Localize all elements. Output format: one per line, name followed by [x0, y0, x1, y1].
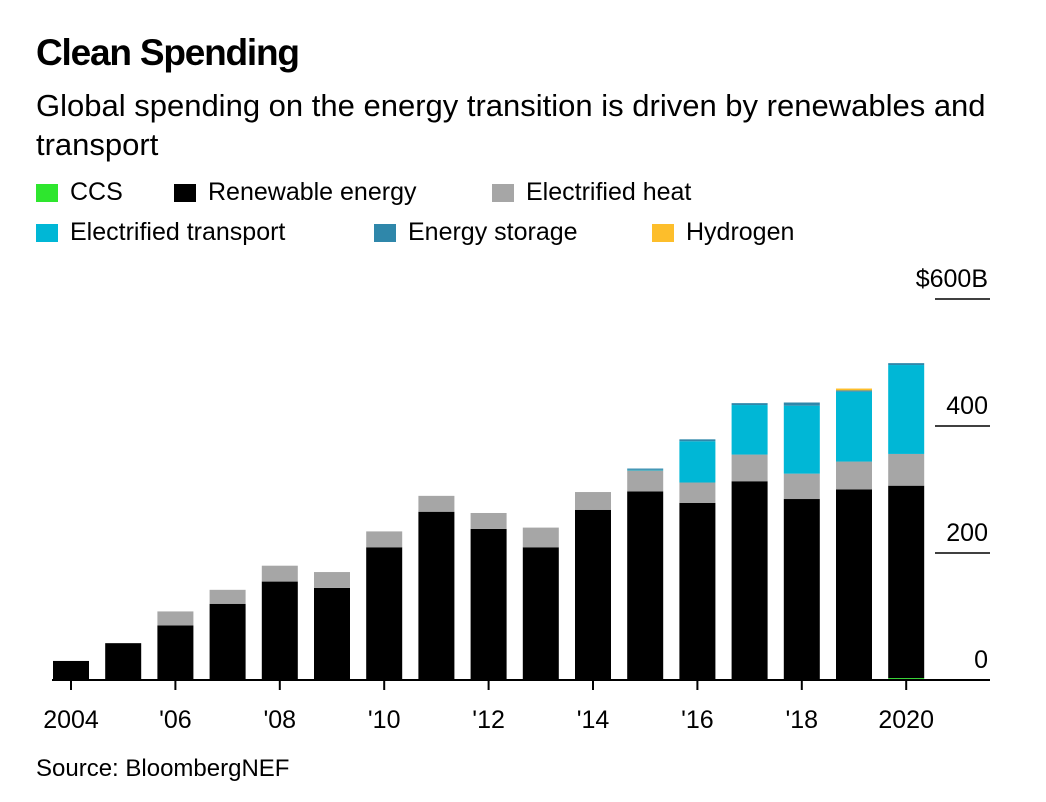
bar-electrified-transport-2017 [731, 405, 768, 455]
legend-label-electrified-heat: Electrified heat [526, 178, 692, 206]
x-tick-label-2014: '14 [577, 706, 610, 734]
x-tick-label-2020: 2020 [878, 706, 934, 734]
bar-electrified-heat-2016 [679, 482, 716, 503]
legend-swatch-ccs [36, 183, 58, 202]
bar-energy-storage-2017 [731, 403, 768, 406]
bar-electrified-transport-2019 [836, 391, 872, 462]
bar-electrified-heat-2006 [157, 611, 194, 626]
chart-title: Clean Spending [36, 32, 300, 73]
y-tick-label-0: 0 [974, 646, 988, 674]
x-tick-label-2006: '06 [159, 706, 192, 734]
bar-electrified-heat-2015 [627, 470, 664, 492]
bar-electrified-heat-2007 [209, 589, 246, 604]
bar-electrified-heat-2010 [366, 531, 403, 548]
bar-renewable-energy-2013 [522, 547, 559, 680]
legend-label-ccs: CCS [70, 178, 123, 206]
bar-electrified-heat-2008 [261, 565, 298, 582]
legend-label-electrified-transport: Electrified transport [70, 218, 286, 246]
bar-renewable-energy-2005 [105, 643, 142, 680]
legend-label-energy-storage: Energy storage [408, 218, 578, 246]
bar-renewable-energy-2009 [314, 587, 350, 680]
bar-energy-storage-2015 [627, 468, 664, 470]
bar-renewable-energy-2004 [53, 660, 89, 680]
bar-electrified-transport-2018 [783, 405, 820, 474]
x-tick-label-2012: '12 [472, 706, 505, 734]
bar-energy-storage-2019 [836, 390, 872, 392]
x-tick-label-2004: 2004 [43, 706, 99, 734]
legend-item-electrified-heat: Electrified heat [492, 178, 691, 207]
x-tick-label-2016: '16 [681, 706, 714, 734]
bar-electrified-heat-2014 [575, 492, 611, 510]
legend-item-energy-storage: Energy storage [374, 218, 578, 247]
legend-item-renewable-energy: Renewable energy [174, 178, 416, 207]
y-tick-label-200: 200 [946, 519, 988, 547]
bar-energy-storage-2016 [679, 439, 716, 442]
legend-swatch-renewable-energy [174, 183, 196, 202]
bar-renewable-energy-2008 [261, 581, 298, 680]
legend-item-hydrogen: Hydrogen [652, 218, 794, 247]
legend-label-renewable-energy: Renewable energy [208, 178, 417, 206]
bar-electrified-heat-2011 [418, 495, 455, 512]
legend-swatch-electrified-transport [36, 223, 58, 242]
source-note: Source: BloombergNEF [36, 755, 290, 782]
bar-electrified-heat-2013 [522, 527, 559, 548]
legend-item-ccs: CCS [36, 178, 123, 207]
y-tick-label-400: 400 [946, 392, 988, 420]
bar-renewable-energy-2006 [157, 625, 194, 680]
legend-label-hydrogen: Hydrogen [686, 218, 795, 246]
bar-electrified-heat-2009 [314, 572, 350, 588]
bar-renewable-energy-2007 [209, 603, 246, 680]
bar-electrified-transport-2016 [679, 441, 716, 483]
bar-electrified-heat-2019 [836, 461, 872, 490]
x-tick-label-2008: '08 [264, 706, 297, 734]
chart-subtitle: Global spending on the energy transition… [36, 88, 986, 162]
bar-electrified-transport-2020 [888, 365, 925, 454]
bar-renewable-energy-2018 [783, 499, 820, 680]
bar-electrified-heat-2020 [888, 453, 925, 486]
bar-electrified-heat-2012 [470, 512, 507, 529]
x-tick-label-2010: '10 [368, 706, 401, 734]
bar-renewable-energy-2012 [470, 528, 507, 680]
bar-electrified-transport-2015 [627, 469, 664, 471]
bars-layer [53, 363, 925, 680]
legend-item-electrified-transport: Electrified transport [36, 218, 285, 247]
x-tick-label-2018: '18 [786, 706, 819, 734]
bar-electrified-heat-2017 [731, 454, 768, 482]
bar-renewable-energy-2017 [731, 481, 768, 680]
legend-swatch-electrified-heat [492, 183, 514, 202]
bar-renewable-energy-2014 [575, 509, 611, 680]
bar-energy-storage-2018 [783, 402, 820, 406]
legend-swatch-hydrogen [652, 223, 674, 242]
bar-electrified-heat-2018 [783, 473, 820, 500]
bar-renewable-energy-2019 [836, 489, 872, 680]
legend-swatch-energy-storage [374, 223, 396, 242]
bar-hydrogen-2019 [836, 388, 872, 391]
bar-renewable-energy-2015 [627, 491, 664, 680]
y-tick-label-600: $600B [916, 265, 988, 293]
bar-renewable-energy-2020 [888, 485, 925, 679]
x-axis: 2004 '06 '08 '10 '12 '14 '16 '18 2020 [43, 680, 934, 734]
bar-energy-storage-2020 [888, 363, 925, 366]
y-axis: 0 200 400 $600B [916, 265, 990, 674]
bar-renewable-energy-2011 [418, 511, 455, 680]
bar-renewable-energy-2010 [366, 547, 403, 680]
bar-renewable-energy-2016 [679, 502, 716, 680]
